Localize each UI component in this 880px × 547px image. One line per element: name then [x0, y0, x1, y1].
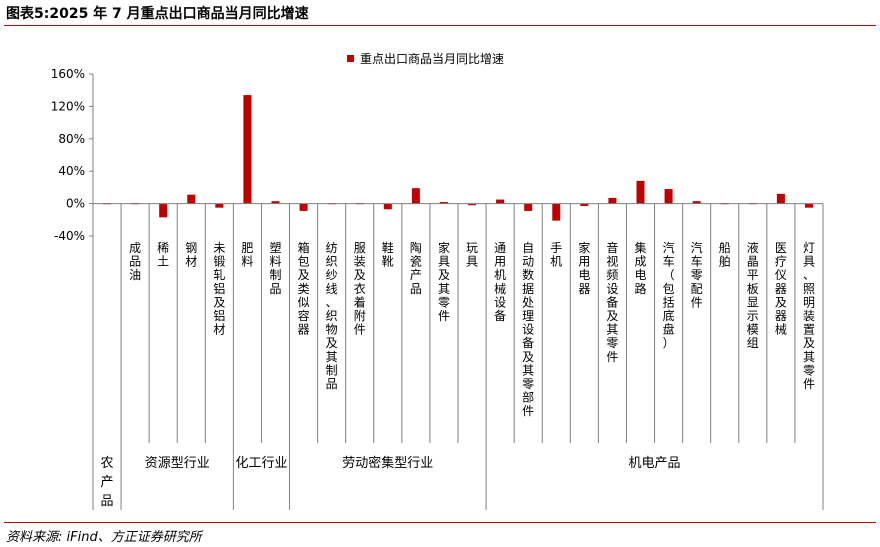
bar — [187, 194, 196, 204]
title-rule — [4, 25, 876, 26]
category-label: 家具及其零件 — [438, 240, 450, 323]
y-tick-label: 0% — [66, 197, 85, 211]
bar — [580, 203, 589, 207]
category-label: 汽车零配件 — [691, 240, 703, 309]
category-label: 灯具、照明装置及其零件 — [803, 241, 815, 391]
category-label: 通用机械设备 — [494, 241, 506, 323]
bar — [776, 193, 785, 204]
bar — [215, 203, 224, 208]
group-label: 化工行业 — [235, 456, 287, 471]
category-label: 自动数据处理设备及其零部件 — [522, 241, 534, 418]
y-tick-label: 40% — [58, 164, 85, 178]
category-label: 玩具 — [466, 241, 478, 269]
bar — [159, 203, 168, 218]
bar — [468, 203, 477, 206]
category-label: 医疗仪器及器械 — [775, 241, 787, 337]
bar — [383, 203, 392, 210]
category-label: 音视频设备及其零件 — [606, 240, 618, 364]
bar — [664, 189, 673, 204]
category-label: 纺织纱线、织物及其制品 — [326, 241, 338, 391]
category-label: 稀土 — [157, 241, 169, 269]
category-label: 船舶 — [719, 241, 731, 269]
group-label: 资源型行业 — [145, 456, 210, 471]
source-rule — [4, 522, 876, 523]
category-label: 未锻轧铝及铝材 — [213, 241, 225, 337]
bar — [411, 188, 420, 204]
bar — [608, 197, 617, 204]
y-tick-label: 120% — [51, 99, 85, 113]
group-label: 劳动密集型行业 — [342, 455, 433, 471]
group-label: 机电产品 — [629, 456, 681, 471]
bar — [552, 203, 561, 221]
bar — [692, 201, 701, 204]
category-label: 汽车（包括底盘） — [663, 240, 675, 350]
legend-label: 重点出口商品当月同比增速 — [360, 51, 504, 66]
group-labels: 农产品 资源型行业 化工行业 劳动密集型行业 机电产品 — [101, 455, 681, 509]
bar — [299, 203, 308, 211]
category-label: 塑料制品 — [269, 240, 281, 296]
bars — [103, 95, 813, 221]
category-label: 成品油 — [129, 241, 141, 282]
legend: 重点出口商品当月同比增速 — [347, 51, 504, 66]
y-tick-label: 160% — [51, 67, 85, 81]
legend-swatch — [347, 55, 354, 62]
category-label: 液晶平板显示模组 — [747, 240, 759, 350]
y-axis: -40% 0% 40% 80% 120% 160% — [51, 67, 94, 243]
category-label: 陶瓷产品 — [410, 240, 422, 296]
category-label: 箱包及类似容器 — [298, 240, 310, 337]
category-label: 肥料 — [241, 241, 253, 269]
category-label: 手机 — [550, 241, 562, 269]
bar — [243, 95, 252, 204]
category-label: 鞋靴 — [382, 240, 394, 269]
bar — [636, 180, 645, 204]
category-label: 服装及衣着附件 — [354, 241, 366, 337]
bar — [804, 203, 813, 208]
chart-title: 图表5:2025 年 7 月重点出口商品当月同比增速 — [6, 6, 309, 22]
category-label: 家用电器 — [578, 240, 590, 296]
y-tick-label: 80% — [58, 132, 85, 146]
bar — [439, 201, 448, 204]
source-note: 资料来源: iFind、方正证券研究所 — [6, 530, 202, 545]
category-label: 钢材 — [185, 241, 197, 269]
x-axis — [92, 203, 824, 510]
bar — [496, 199, 505, 204]
group-label: 农产品 — [101, 456, 114, 509]
y-tick-label: -40% — [54, 229, 85, 243]
bar — [271, 201, 280, 204]
category-label: 集成电路 — [634, 240, 646, 296]
bar — [524, 203, 533, 211]
